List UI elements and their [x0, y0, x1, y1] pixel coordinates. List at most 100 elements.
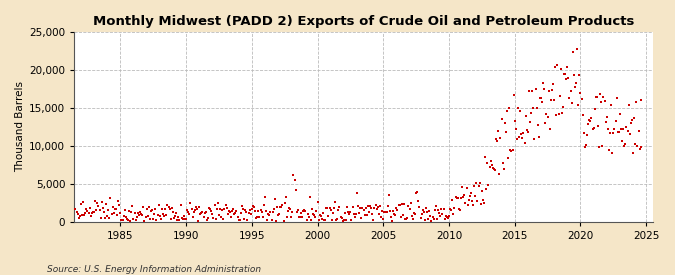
Point [510, 119, 520, 123]
Point [634, 147, 645, 151]
Point [171, 211, 182, 215]
Point [70, 207, 81, 211]
Point [584, 118, 595, 122]
Point [113, 199, 124, 203]
Point [466, 199, 477, 204]
Point [329, 206, 340, 210]
Point [514, 135, 524, 139]
Point [332, 217, 343, 221]
Point [582, 133, 593, 138]
Point [565, 89, 576, 94]
Point [276, 205, 287, 209]
Point [609, 127, 620, 131]
Point [375, 204, 385, 208]
Point [378, 217, 389, 221]
Point [186, 207, 197, 211]
Point [223, 209, 234, 214]
Point [466, 190, 477, 195]
Point [452, 196, 462, 200]
Point [487, 166, 498, 170]
Point [572, 47, 583, 51]
Point [394, 203, 405, 207]
Point [262, 217, 273, 222]
Point [408, 211, 419, 215]
Point [357, 206, 368, 211]
Point [288, 172, 299, 177]
Point [612, 130, 623, 134]
Point [79, 213, 90, 218]
Point [140, 215, 151, 219]
Point [524, 120, 535, 125]
Point [354, 211, 364, 215]
Point [199, 210, 210, 215]
Point [593, 124, 603, 128]
Point [132, 211, 143, 215]
Point [413, 199, 424, 204]
Point [256, 210, 267, 214]
Point [95, 216, 106, 221]
Point [596, 100, 607, 105]
Point [164, 207, 175, 211]
Point [416, 212, 427, 217]
Point [361, 213, 372, 218]
Point [619, 144, 630, 148]
Point [234, 218, 244, 222]
Point [134, 213, 144, 217]
Point [464, 194, 475, 198]
Point [275, 205, 286, 210]
Point [265, 210, 276, 214]
Point [370, 203, 381, 207]
Point [251, 216, 262, 221]
Point [423, 217, 433, 221]
Point [605, 131, 616, 135]
Point [447, 198, 458, 202]
Point [103, 207, 113, 212]
Point [342, 205, 352, 209]
Point [376, 215, 387, 219]
Point [578, 130, 589, 135]
Point [268, 207, 279, 211]
Point [489, 167, 500, 171]
Point [174, 218, 185, 223]
Point [390, 213, 401, 218]
Point [327, 211, 338, 215]
Point [345, 210, 356, 214]
Point [92, 201, 103, 205]
Point [322, 205, 333, 210]
Point [549, 97, 560, 102]
Point [614, 130, 624, 134]
Point [533, 123, 543, 128]
Point [628, 150, 639, 155]
Point [481, 187, 491, 191]
Point [443, 216, 454, 220]
Point [545, 98, 556, 103]
Point [84, 205, 95, 210]
Point [633, 129, 644, 134]
Point [336, 216, 347, 220]
Point [204, 206, 215, 211]
Point [369, 206, 380, 210]
Point [506, 149, 517, 153]
Point [543, 89, 554, 93]
Point [552, 63, 563, 67]
Point [387, 209, 398, 213]
Point [389, 211, 400, 216]
Point [240, 208, 250, 212]
Point [172, 218, 183, 222]
Point [149, 212, 160, 216]
Point [368, 218, 379, 222]
Point [124, 209, 134, 213]
Point [231, 208, 242, 213]
Point [530, 87, 541, 91]
Point [250, 209, 261, 213]
Point [99, 210, 109, 214]
Point [279, 201, 290, 205]
Point [183, 210, 194, 215]
Point [517, 136, 528, 140]
Point [290, 188, 301, 192]
Point [300, 209, 311, 213]
Point [580, 143, 591, 147]
Point [579, 145, 590, 149]
Point [446, 208, 456, 212]
Point [461, 185, 472, 190]
